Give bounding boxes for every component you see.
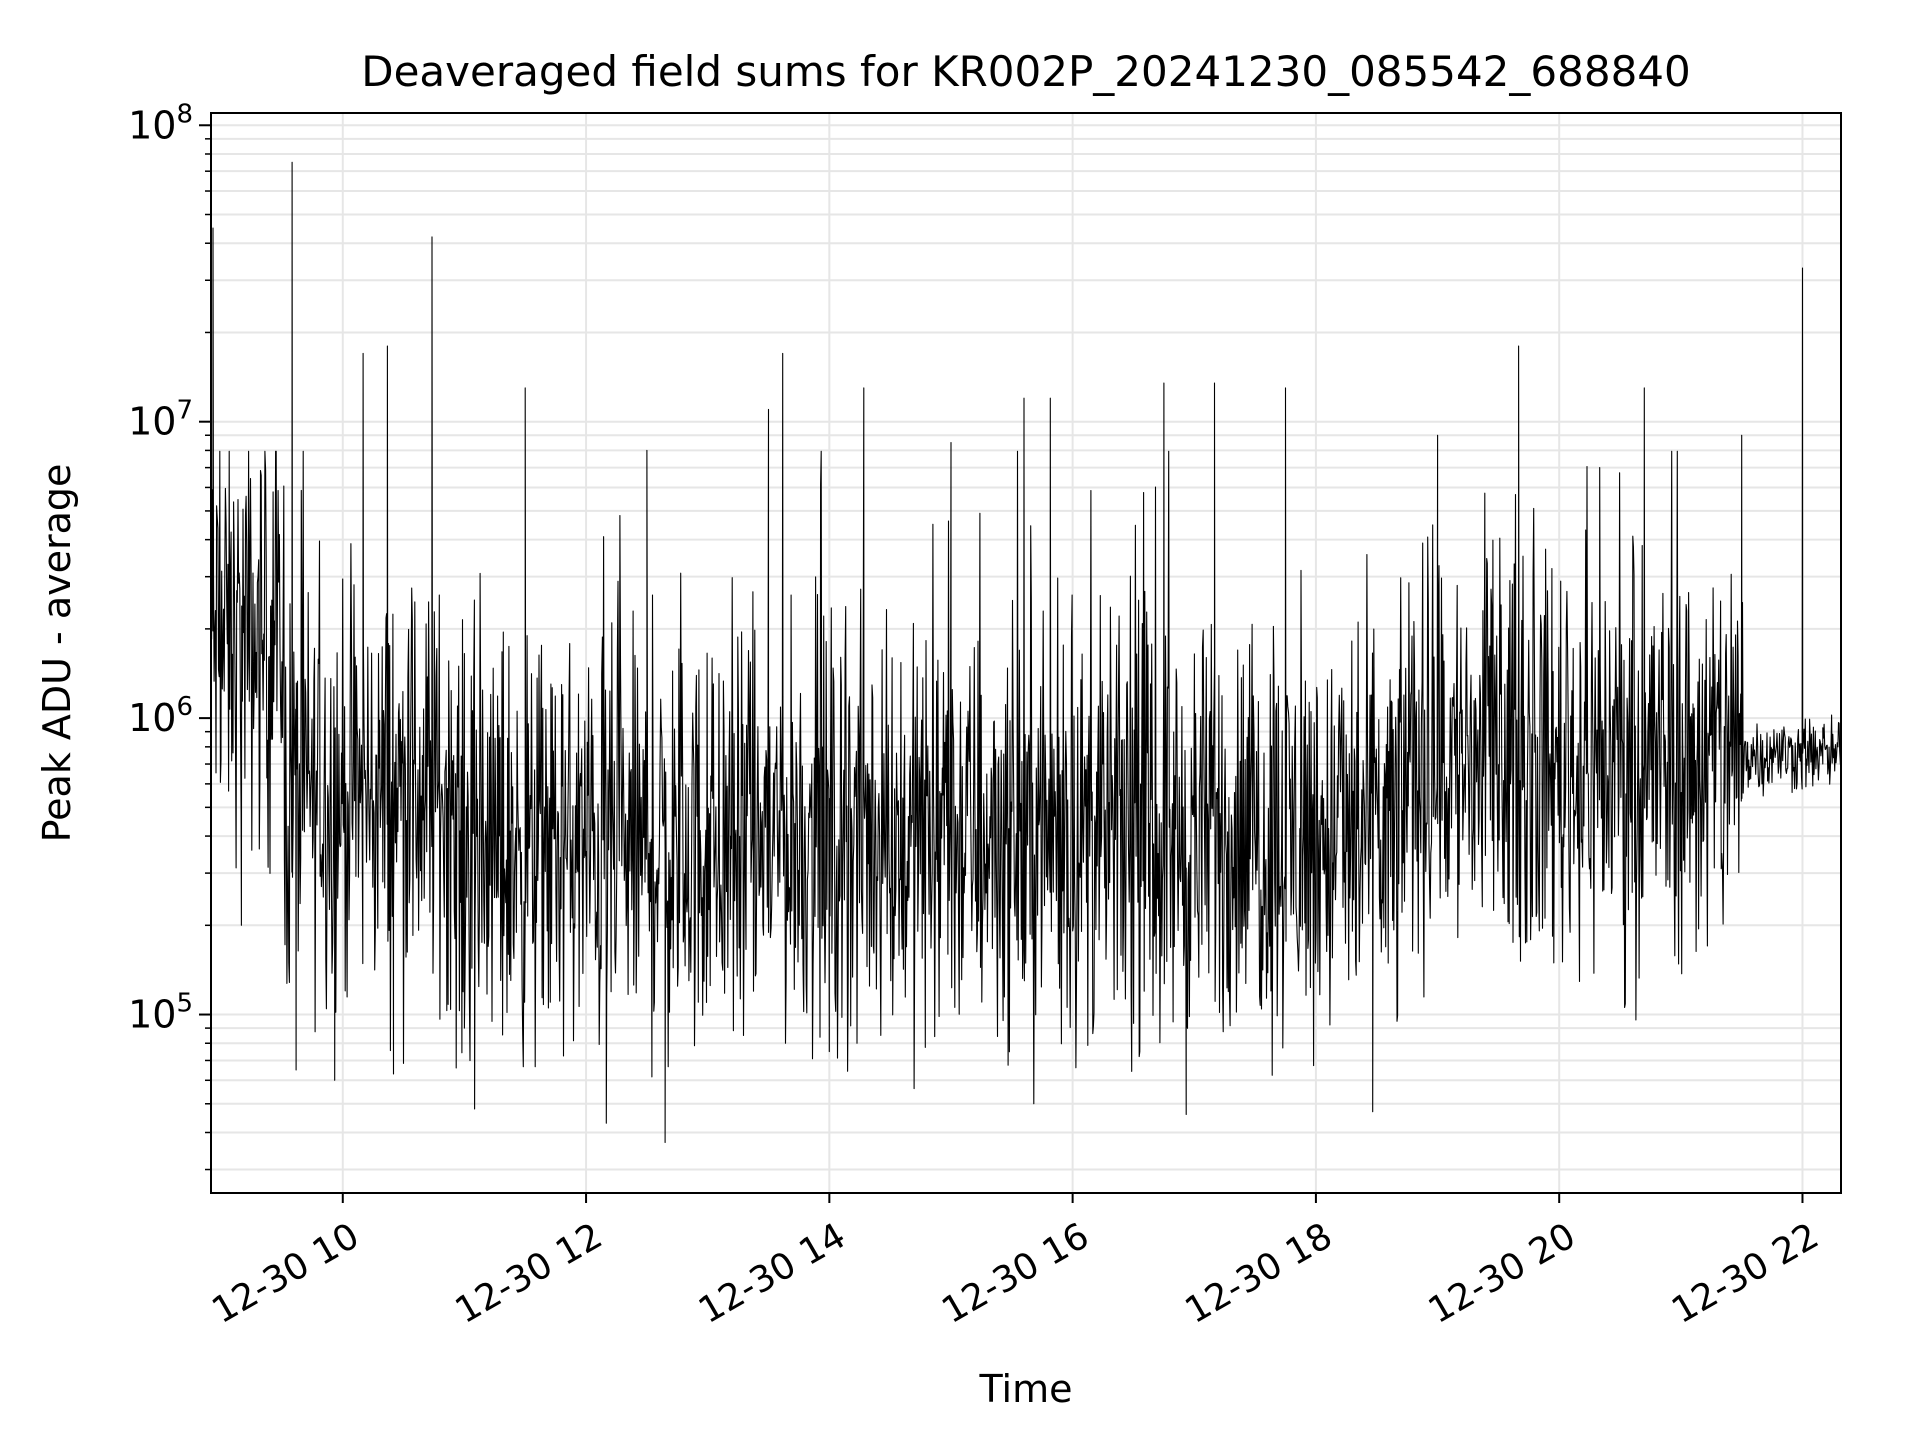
- y-tick-label: 108: [128, 99, 193, 147]
- y-tick-label: 106: [128, 692, 193, 740]
- plot-frame: [210, 112, 1842, 1194]
- y-axis-label: Peak ADU - average: [35, 464, 79, 843]
- series-line: [210, 161, 1842, 1144]
- x-axis-label: Time: [979, 1367, 1073, 1411]
- y-tick-label: 105: [128, 989, 193, 1037]
- y-axis: 105 106 107 108: [128, 99, 211, 1037]
- y-tick-label: 107: [128, 396, 193, 444]
- chart-title: Deaveraged field sums for KR002P_2024123…: [361, 47, 1691, 96]
